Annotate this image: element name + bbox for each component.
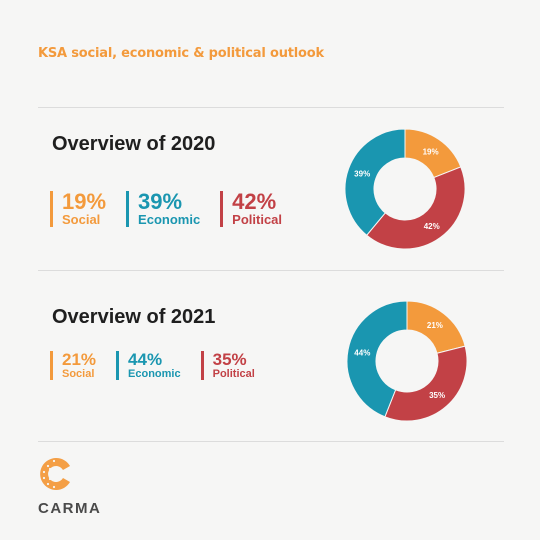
brand-name: CARMA [38, 500, 102, 517]
stat-social-value-2020: 19% [62, 189, 107, 214]
stat-economic-label-2021: Economic [128, 368, 181, 380]
stats-2020: 19% Social 39% Economic 42% Political [50, 189, 302, 228]
stats-2021: 21% Social 44% Economic 35% Political [50, 350, 275, 381]
stat-political-label-2021: Political [212, 368, 255, 380]
carma-logo-icon [40, 457, 70, 490]
stat-economic-value-2020: 39% [138, 189, 183, 214]
stat-economic-2021: 44% Economic [116, 350, 181, 381]
slice-label-political: 42% [424, 222, 440, 231]
slice-economic [344, 128, 406, 236]
divider-middle [38, 270, 504, 271]
slice-political [384, 345, 468, 422]
donut-chart-2020: 19% 42% 39% [344, 128, 466, 250]
stat-political-value-2020: 42% [232, 189, 277, 214]
stat-economic-2020: 39% Economic [126, 189, 201, 228]
slice-political [366, 166, 466, 250]
slice-label-economic: 39% [354, 170, 370, 179]
stat-social-label-2020: Social [62, 212, 101, 227]
stat-social-2020: 19% Social [50, 189, 107, 228]
page-title: KSA social, economic & political outlook [38, 46, 324, 61]
slice-label-social: 21% [427, 321, 443, 330]
section-title-2021: Overview of 2021 [52, 306, 216, 328]
stat-social-label-2021: Social [62, 368, 95, 380]
stat-political-2021: 35% Political [200, 350, 255, 381]
stat-social-2021: 21% Social [50, 350, 97, 381]
stat-economic-label-2020: Economic [138, 212, 201, 227]
donut-chart-2021: 21% 35% 44% [346, 300, 468, 422]
divider-bottom [38, 441, 504, 442]
stat-economic-value-2021: 44% [128, 350, 163, 369]
divider-top [38, 107, 504, 108]
stat-political-value-2021: 35% [212, 350, 247, 369]
slice-economic [346, 300, 408, 418]
section-title-2020: Overview of 2020 [52, 133, 216, 155]
slice-label-economic: 44% [354, 348, 370, 357]
stat-political-label-2020: Political [232, 212, 283, 227]
slice-label-social: 19% [423, 147, 439, 156]
slice-label-political: 35% [429, 391, 445, 400]
stat-political-2020: 42% Political [220, 189, 283, 228]
stat-social-value-2021: 21% [62, 350, 97, 369]
